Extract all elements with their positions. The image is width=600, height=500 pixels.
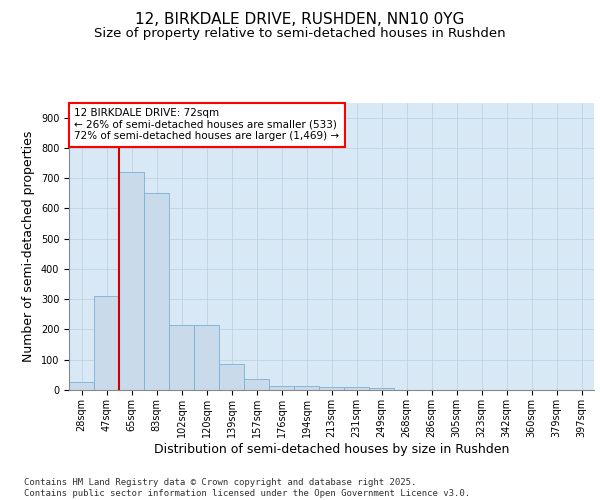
X-axis label: Distribution of semi-detached houses by size in Rushden: Distribution of semi-detached houses by … <box>154 442 509 456</box>
Bar <box>144 194 169 390</box>
Bar <box>69 382 94 390</box>
Bar <box>294 386 319 390</box>
Bar <box>344 387 369 390</box>
Bar <box>194 325 219 390</box>
Text: Size of property relative to semi-detached houses in Rushden: Size of property relative to semi-detach… <box>94 28 506 40</box>
Bar <box>219 364 244 390</box>
Bar <box>319 387 344 390</box>
Bar <box>244 379 269 390</box>
Y-axis label: Number of semi-detached properties: Number of semi-detached properties <box>22 130 35 362</box>
Bar <box>169 325 194 390</box>
Bar <box>94 296 119 390</box>
Bar <box>369 388 394 390</box>
Bar <box>119 172 144 390</box>
Bar <box>269 386 294 390</box>
Text: 12 BIRKDALE DRIVE: 72sqm
← 26% of semi-detached houses are smaller (533)
72% of : 12 BIRKDALE DRIVE: 72sqm ← 26% of semi-d… <box>74 108 340 142</box>
Text: Contains HM Land Registry data © Crown copyright and database right 2025.
Contai: Contains HM Land Registry data © Crown c… <box>24 478 470 498</box>
Text: 12, BIRKDALE DRIVE, RUSHDEN, NN10 0YG: 12, BIRKDALE DRIVE, RUSHDEN, NN10 0YG <box>136 12 464 28</box>
